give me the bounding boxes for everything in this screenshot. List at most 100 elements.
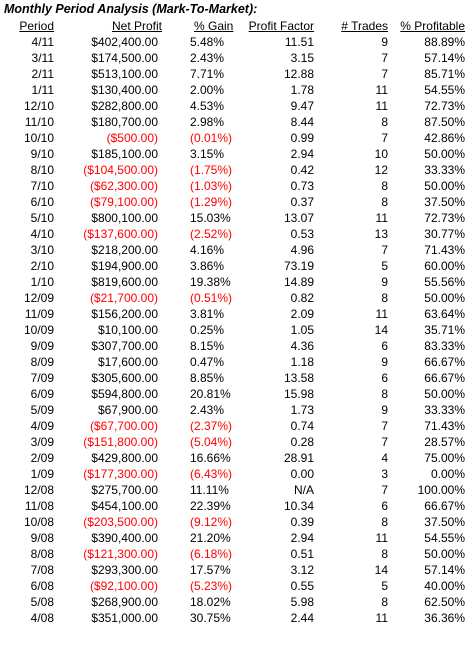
net-profit-cell: ($67,700.00): [89, 419, 158, 433]
profitable-cell: 72.73%: [424, 211, 465, 225]
profitable-cell: 60.00%: [424, 259, 465, 273]
trades-cell: 5: [381, 259, 388, 273]
trades-cell: 7: [381, 131, 388, 145]
trades-cell: 6: [381, 371, 388, 385]
table-row: 5/09 $67,900.00 2.43% 1.73 9 33.33%: [0, 402, 473, 418]
period-cell: 1/09: [30, 467, 54, 481]
profit-factor-cell: 0.53: [290, 227, 314, 241]
net-profit-cell: $194,900.00: [91, 259, 158, 273]
period-column-header: Period: [19, 19, 54, 33]
net-profit-cell: $513,100.00: [91, 67, 158, 81]
table-row: 7/09 $305,600.00 8.85% 13.58 6 66.67%: [0, 370, 473, 386]
period-cell: 4/08: [30, 611, 54, 625]
period-cell: 5/09: [30, 403, 54, 417]
period-cell: 7/09: [30, 371, 54, 385]
profit-factor-cell: 10.34: [283, 499, 314, 513]
profit-factor-cell: 15.98: [283, 387, 314, 401]
profitable-cell: 66.67%: [424, 355, 465, 369]
gain-cell: 4.53%: [190, 99, 225, 113]
trades-cell: 9: [381, 275, 388, 289]
profit-factor-cell: 3.15: [290, 51, 314, 65]
period-cell: 12/09: [23, 291, 54, 305]
net-profit-cell: $305,600.00: [91, 371, 158, 385]
trades-cell: 8: [381, 387, 388, 401]
profitable-cell: 50.00%: [424, 387, 465, 401]
gain-cell: (0.51%): [190, 291, 233, 305]
gain-cell: 30.75%: [190, 611, 231, 625]
profitable-cell: 33.33%: [424, 403, 465, 417]
table-row: 3/10 $218,200.00 4.16% 4.96 7 71.43%: [0, 242, 473, 258]
gain-cell: 4.16%: [190, 243, 225, 257]
trades-cell: 6: [381, 499, 388, 513]
profitable-cell: 35.71%: [424, 323, 465, 337]
trades-cell: 11: [375, 531, 388, 545]
trades-cell: 7: [381, 435, 388, 449]
gain-cell: (5.23%): [190, 579, 233, 593]
net-profit-cell: $800,100.00: [91, 211, 158, 225]
net-profit-cell: ($104,500.00): [83, 163, 158, 177]
gain-cell: 11.11%: [190, 483, 229, 497]
profit-factor-cell: 13.58: [283, 371, 314, 385]
profitable-cell: 54.55%: [424, 83, 465, 97]
table-row: 11/08 $454,100.00 22.39% 10.34 6 66.67%: [0, 498, 473, 514]
period-cell: 6/08: [30, 579, 54, 593]
period-cell: 2/10: [30, 259, 54, 273]
profitable-cell: 0.00%: [430, 467, 465, 481]
gain-cell: 21.20%: [190, 531, 231, 545]
net-profit-cell: $130,400.00: [91, 83, 158, 97]
profitable-cell: 72.73%: [424, 99, 465, 113]
gain-cell: (5.04%): [190, 435, 233, 449]
gain-cell: 2.00%: [190, 83, 225, 97]
trades-cell: 8: [381, 179, 388, 193]
net-profit-cell: ($137,600.00): [83, 227, 158, 241]
table-row: 4/09 ($67,700.00) (2.37%) 0.74 7 71.43%: [0, 418, 473, 434]
period-cell: 10/10: [23, 131, 54, 145]
table-row: 8/08 ($121,300.00) (6.18%) 0.51 8 50.00%: [0, 546, 473, 562]
period-cell: 10/08: [23, 515, 54, 529]
net-profit-column-header: Net Profit: [111, 19, 162, 33]
table-row: 10/08 ($203,500.00) (9.12%) 0.39 8 37.50%: [0, 514, 473, 530]
profit-factor-cell: 2.44: [290, 611, 314, 625]
table-row: 6/09 $594,800.00 20.81% 15.98 8 50.00%: [0, 386, 473, 402]
period-cell: 9/10: [30, 147, 54, 161]
table-row: 12/08 $275,700.00 11.11% N/A 7 100.00%: [0, 482, 473, 498]
table-row: 6/08 ($92,100.00) (5.23%) 0.55 5 40.00%: [0, 578, 473, 594]
table-row: 2/11 $513,100.00 7.71% 12.88 7 85.71%: [0, 66, 473, 82]
profitable-cell: 63.64%: [424, 307, 465, 321]
net-profit-cell: $180,700.00: [91, 115, 158, 129]
gain-cell: (1.75%): [190, 163, 233, 177]
trades-cell: 14: [374, 323, 388, 337]
profit-factor-cell: 2.94: [290, 531, 314, 545]
gain-cell: 18.02%: [190, 595, 231, 609]
profit-factor-cell: 28.91: [283, 451, 314, 465]
gain-cell: 19.38%: [190, 275, 231, 289]
profitable-cell: 66.67%: [424, 499, 465, 513]
period-cell: 5/08: [30, 595, 54, 609]
period-cell: 2/09: [30, 451, 54, 465]
table-row: 7/10 ($62,300.00) (1.03%) 0.73 8 50.00%: [0, 178, 473, 194]
table-row: 1/11 $130,400.00 2.00% 1.78 11 54.55%: [0, 82, 473, 98]
profitable-cell: 36.36%: [424, 611, 465, 625]
profit-factor-cell: N/A: [293, 483, 314, 497]
trades-cell: 8: [381, 115, 388, 129]
profitable-cell: 28.57%: [424, 435, 465, 449]
gain-cell: 3.86%: [190, 259, 225, 273]
table-row: 7/08 $293,300.00 17.57% 3.12 14 57.14%: [0, 562, 473, 578]
period-cell: 8/09: [30, 355, 54, 369]
trades-cell: 8: [381, 291, 388, 305]
period-cell: 9/09: [30, 339, 54, 353]
period-cell: 12/10: [23, 99, 54, 113]
gain-cell: (2.52%): [190, 227, 233, 241]
net-profit-cell: ($151,800.00): [83, 435, 158, 449]
profit-factor-cell: 73.19: [283, 259, 314, 273]
gain-cell: 2.43%: [190, 403, 225, 417]
profit-factor-cell: 0.51: [290, 547, 314, 561]
period-cell: 4/09: [30, 419, 54, 433]
trades-cell: 9: [381, 403, 388, 417]
table-row: 2/10 $194,900.00 3.86% 73.19 5 60.00%: [0, 258, 473, 274]
profit-factor-cell: 1.05: [290, 323, 314, 337]
table-row: 8/09 $17,600.00 0.47% 1.18 9 66.67%: [0, 354, 473, 370]
trades-cell: 7: [381, 51, 388, 65]
profitable-cell: 40.00%: [424, 579, 465, 593]
profitable-cell: 50.00%: [424, 291, 465, 305]
